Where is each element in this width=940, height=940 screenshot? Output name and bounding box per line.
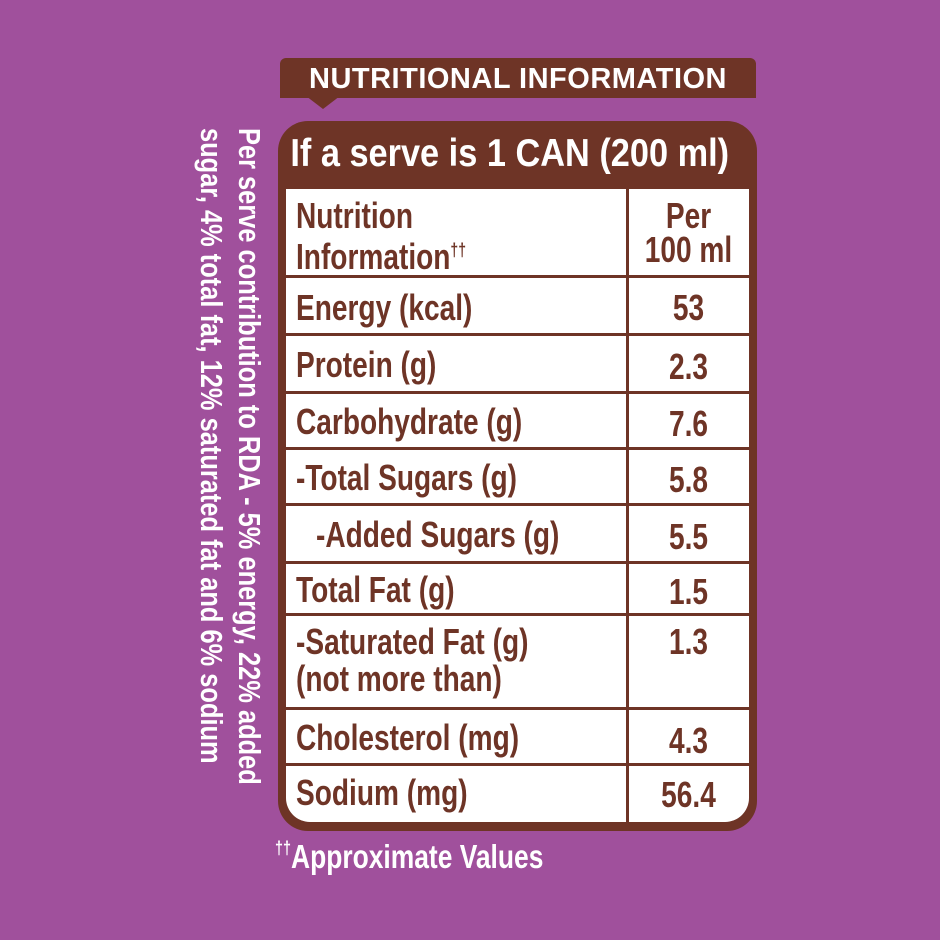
- row-label: -Saturated Fat (g): [296, 621, 529, 662]
- table-header-row: Nutrition Information†† Per 100 ml: [286, 189, 749, 278]
- serve-header: If a serve is 1 CAN (200 ml): [290, 132, 730, 175]
- table-row: -Saturated Fat (g) (not more than) 1.3: [286, 616, 749, 710]
- approximate-values-footnote: ††Approximate Values: [275, 838, 543, 876]
- header-label-text: Information: [296, 236, 451, 277]
- row-value: 5.8: [668, 459, 709, 500]
- table-row: Carbohydrate (g) 7.6: [286, 394, 749, 450]
- table-row: Sodium (mg) 56.4: [286, 766, 749, 822]
- row-value: 5.5: [668, 516, 709, 557]
- row-label: Cholesterol (mg): [296, 717, 520, 758]
- row-label: -Added Sugars (g): [316, 514, 560, 555]
- footnote-mark: ††: [275, 838, 292, 858]
- table-row: Total Fat (g) 1.5: [286, 564, 749, 616]
- row-value: 7.6: [668, 403, 709, 444]
- row-value: 1.5: [668, 571, 709, 612]
- nutrition-title-banner: NUTRITIONAL INFORMATION: [280, 58, 756, 98]
- header-label-line2: Information††: [296, 231, 466, 276]
- row-label: Protein (g): [296, 344, 437, 385]
- table-row: Protein (g) 2.3: [286, 336, 749, 394]
- row-label: Sodium (mg): [296, 772, 468, 813]
- row-label: -Total Sugars (g): [296, 457, 517, 498]
- table-row: -Added Sugars (g) 5.5: [286, 506, 749, 564]
- row-label: Carbohydrate (g): [296, 401, 523, 442]
- header-value-line2: 100 ml: [644, 229, 733, 270]
- banner-pointer: [306, 96, 340, 109]
- rda-side-note: Per serve contribution to RDA - 5% energ…: [188, 128, 268, 928]
- row-value: 53: [672, 287, 705, 328]
- row-label: Total Fat (g): [296, 569, 455, 610]
- table-row: Cholesterol (mg) 4.3: [286, 710, 749, 766]
- footnote-text: Approximate Values: [291, 838, 544, 875]
- rda-note-line2: sugar, 4% total fat, 12% saturated fat a…: [194, 128, 229, 764]
- row-value: 1.3: [668, 621, 709, 662]
- row-label-line2: (not more than): [296, 658, 502, 699]
- nutrition-table: Nutrition Information†† Per 100 ml Energ…: [286, 189, 749, 822]
- banner-title: NUTRITIONAL INFORMATION: [309, 62, 727, 95]
- header-value-line1: Per: [665, 195, 712, 236]
- header-label-mark: ††: [450, 240, 467, 260]
- table-row: Energy (kcal) 53: [286, 278, 749, 336]
- row-value: 4.3: [668, 720, 709, 761]
- row-value: 2.3: [668, 346, 709, 387]
- row-label: Energy (kcal): [296, 287, 473, 328]
- row-value: 56.4: [661, 774, 716, 815]
- header-label-line1: Nutrition: [296, 195, 413, 236]
- nutrition-panel: If a serve is 1 CAN (200 ml) Nutrition I…: [278, 121, 757, 831]
- table-row: -Total Sugars (g) 5.8: [286, 450, 749, 506]
- rda-note-line1: Per serve contribution to RDA - 5% energ…: [232, 128, 267, 785]
